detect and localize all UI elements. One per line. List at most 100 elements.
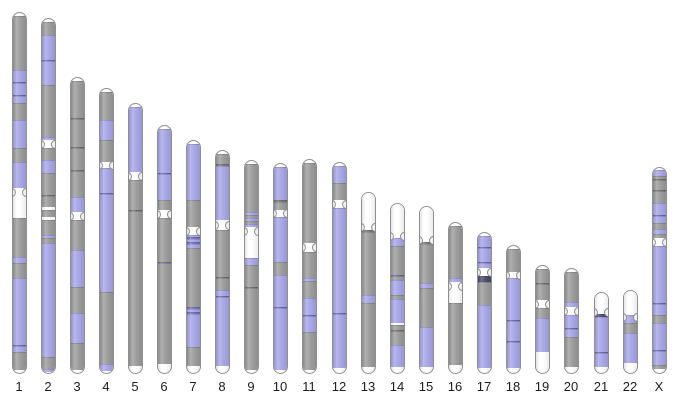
chromosome-label-17: 17 <box>476 379 492 394</box>
band <box>361 303 375 367</box>
band <box>390 323 404 325</box>
band <box>186 239 200 242</box>
band <box>215 230 229 277</box>
band <box>652 176 666 179</box>
band <box>564 337 578 367</box>
band <box>477 262 491 263</box>
band <box>41 210 55 217</box>
chromosome-5 <box>127 103 143 374</box>
band <box>157 263 171 364</box>
band <box>506 341 520 342</box>
centromere-notch <box>633 312 637 322</box>
band <box>99 92 113 120</box>
band <box>41 140 55 148</box>
band <box>506 342 520 368</box>
centromere-notch <box>429 235 433 245</box>
band <box>244 258 258 265</box>
centromere-notch <box>506 270 510 280</box>
band <box>332 166 346 183</box>
band <box>273 308 287 370</box>
band <box>477 276 491 282</box>
band <box>564 302 578 307</box>
band <box>215 290 229 296</box>
band <box>535 283 549 284</box>
band <box>157 200 171 210</box>
band <box>332 208 346 313</box>
centromere-notch <box>283 208 287 218</box>
band <box>215 278 229 290</box>
chromosome-19 <box>534 265 550 374</box>
band <box>157 129 171 173</box>
band <box>41 85 55 137</box>
band <box>390 204 404 238</box>
band <box>506 249 520 272</box>
band <box>564 329 578 337</box>
band <box>215 277 229 278</box>
band <box>564 307 578 315</box>
band <box>535 318 549 352</box>
chromosome-label-14: 14 <box>389 379 405 394</box>
centromere-notch <box>22 187 26 197</box>
band <box>623 291 637 315</box>
band <box>652 179 666 180</box>
centromere-notch <box>400 231 404 241</box>
centromere-notch <box>302 242 306 252</box>
band <box>506 272 520 278</box>
centromere-notch <box>99 160 103 170</box>
band <box>41 148 55 160</box>
band <box>652 170 666 176</box>
band <box>70 119 84 147</box>
chromosome-8 <box>214 150 230 374</box>
centromere-notch <box>564 306 568 316</box>
chromosome-X <box>651 167 667 374</box>
band <box>99 162 113 168</box>
band <box>41 160 55 173</box>
band <box>652 190 666 191</box>
band <box>477 268 491 276</box>
band <box>157 210 171 218</box>
band <box>652 229 666 234</box>
band <box>128 172 142 180</box>
centromere-notch <box>225 220 229 230</box>
band <box>506 278 520 320</box>
chromosome-11 <box>301 159 317 374</box>
band <box>652 350 666 351</box>
band <box>215 154 229 164</box>
centromere-notch <box>662 237 666 247</box>
chromosome-15 <box>418 206 434 374</box>
band <box>41 369 55 372</box>
band <box>244 287 258 288</box>
band <box>652 303 666 304</box>
band <box>128 107 142 172</box>
band <box>594 317 608 352</box>
band <box>41 195 55 196</box>
band <box>477 305 491 368</box>
chromosome-label-X: X <box>654 379 664 394</box>
chromosome-label-3: 3 <box>73 379 81 394</box>
band <box>302 243 316 252</box>
band <box>419 244 433 283</box>
band <box>186 314 200 347</box>
band <box>332 200 346 208</box>
band <box>12 82 26 83</box>
chromosome-7 <box>185 140 201 374</box>
band <box>12 263 26 278</box>
band <box>244 218 258 221</box>
chromosome-label-10: 10 <box>272 379 288 394</box>
band <box>535 269 549 283</box>
chromosome-9 <box>243 160 259 374</box>
band <box>361 193 375 230</box>
band <box>41 61 55 85</box>
band <box>12 345 26 346</box>
centromere-notch <box>70 211 74 221</box>
chromosome-21 <box>593 292 609 374</box>
band <box>70 343 84 370</box>
band <box>41 173 55 195</box>
band <box>70 170 84 171</box>
centromere-notch <box>371 222 375 232</box>
band <box>448 226 462 278</box>
band <box>12 103 26 120</box>
band <box>535 284 549 300</box>
band <box>390 276 404 280</box>
band <box>652 223 666 229</box>
